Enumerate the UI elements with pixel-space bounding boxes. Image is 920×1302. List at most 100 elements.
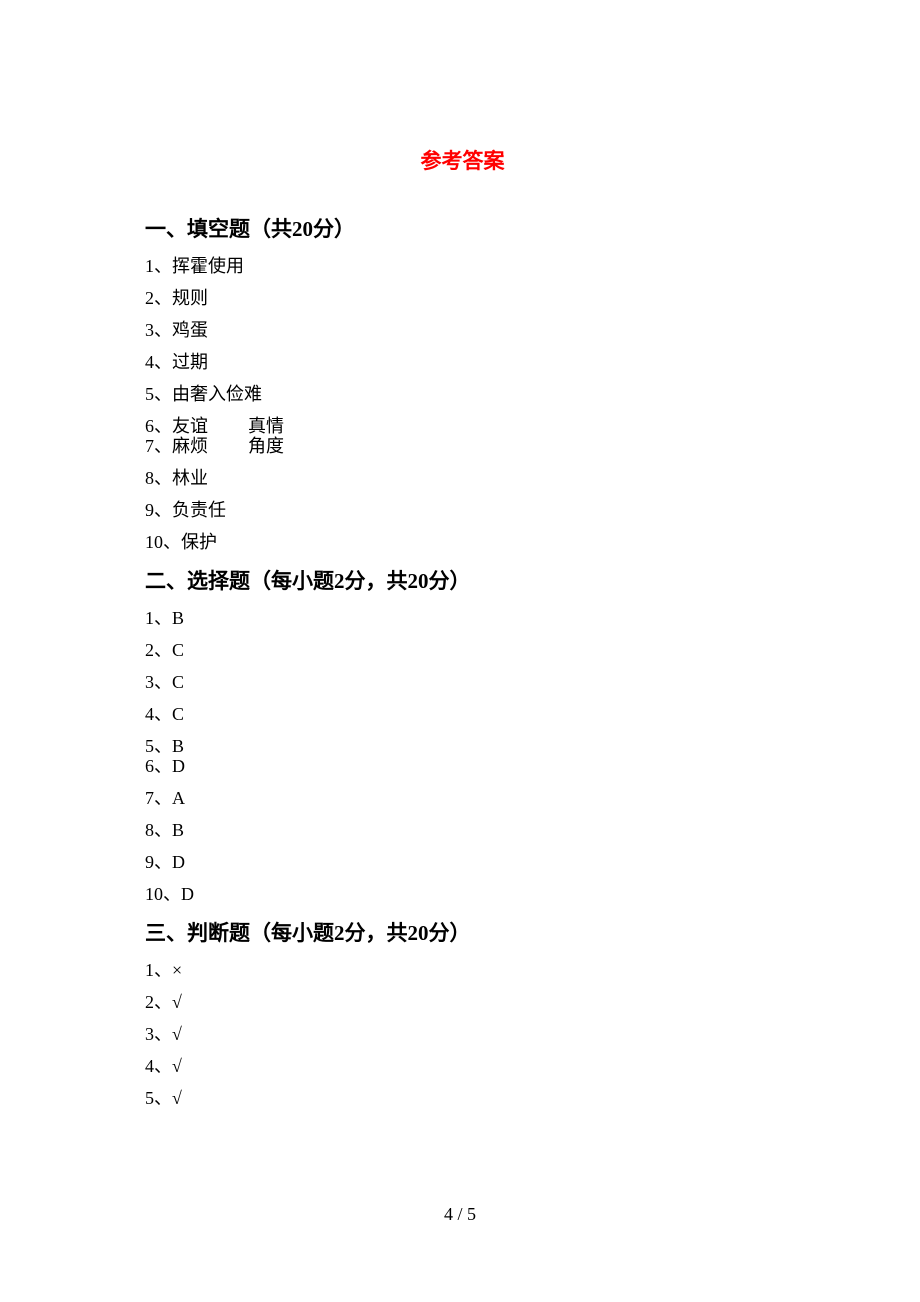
- separator: 、: [154, 501, 172, 519]
- answer-line: 3、√: [145, 1025, 780, 1043]
- answer-value: 负责任: [172, 501, 226, 519]
- answer-number: 8: [145, 469, 154, 487]
- answer-value: 鸡蛋: [172, 321, 208, 339]
- separator: 、: [154, 437, 172, 455]
- answer-number: 2: [145, 641, 154, 659]
- separator: 、: [154, 757, 172, 775]
- answer-number: 5: [145, 1089, 154, 1107]
- answer-value: B: [172, 821, 184, 839]
- separator: 、: [154, 385, 172, 403]
- answer-line: 4、过期: [145, 353, 780, 371]
- answer-number: 1: [145, 257, 154, 275]
- answer-value: 由奢入俭难: [172, 385, 262, 403]
- answer-value: C: [172, 641, 184, 659]
- separator: 、: [154, 673, 172, 691]
- answer-number: 2: [145, 993, 154, 1011]
- separator: 、: [154, 993, 172, 1011]
- answer-number: 8: [145, 821, 154, 839]
- answer-value: D: [172, 757, 185, 775]
- answer-value: D: [181, 885, 194, 903]
- answer-number: 4: [145, 353, 154, 371]
- answer-number: 5: [145, 737, 154, 755]
- separator: 、: [154, 469, 172, 487]
- answer-value-2: 真情: [248, 417, 284, 435]
- separator: 、: [154, 1025, 172, 1043]
- answer-line: 6、D: [145, 757, 780, 775]
- answer-value: C: [172, 705, 184, 723]
- answer-value: 友谊: [172, 417, 208, 435]
- separator: 、: [154, 853, 172, 871]
- answer-value: √: [172, 1025, 182, 1043]
- answer-number: 10: [145, 533, 163, 551]
- separator: 、: [154, 737, 172, 755]
- separator: 、: [154, 321, 172, 339]
- answer-line: 10、D: [145, 885, 780, 903]
- separator: 、: [163, 533, 181, 551]
- answer-line: 9、D: [145, 853, 780, 871]
- answer-number: 2: [145, 289, 154, 307]
- separator: 、: [154, 417, 172, 435]
- answer-number: 5: [145, 385, 154, 403]
- answer-line: 2、√: [145, 993, 780, 1011]
- answer-value-2: 角度: [248, 437, 284, 455]
- answer-value: A: [172, 789, 185, 807]
- answer-line: 5、√: [145, 1089, 780, 1107]
- answer-number: 3: [145, 1025, 154, 1043]
- answer-number: 4: [145, 705, 154, 723]
- document-page: 参考答案 一、填空题（共20分） 1、挥霍使用2、规则3、鸡蛋4、过期5、由奢入…: [0, 0, 920, 1107]
- separator: 、: [154, 257, 172, 275]
- answer-number: 10: [145, 885, 163, 903]
- separator: 、: [154, 961, 172, 979]
- separator: 、: [154, 609, 172, 627]
- section-3-answers: 1、×2、√3、√4、√5、√: [145, 961, 780, 1107]
- answer-value: 挥霍使用: [172, 257, 244, 275]
- answer-value: C: [172, 673, 184, 691]
- answer-value: 过期: [172, 353, 208, 371]
- answer-value: 林业: [172, 469, 208, 487]
- answer-line: 8、B: [145, 821, 780, 839]
- answer-number: 4: [145, 1057, 154, 1075]
- answer-number: 1: [145, 609, 154, 627]
- answer-line: 3、鸡蛋: [145, 321, 780, 339]
- answer-line: 5、由奢入俭难: [145, 385, 780, 403]
- section-3-heading: 三、判断题（每小题2分，共20分）: [145, 917, 780, 947]
- answer-number: 7: [145, 437, 154, 455]
- separator: 、: [154, 821, 172, 839]
- separator: 、: [154, 353, 172, 371]
- answer-line: 4、√: [145, 1057, 780, 1075]
- answer-value: D: [172, 853, 185, 871]
- separator: 、: [154, 289, 172, 307]
- separator: 、: [163, 885, 181, 903]
- answer-number: 9: [145, 853, 154, 871]
- answer-line: 4、C: [145, 705, 780, 723]
- answer-line: 7、A: [145, 789, 780, 807]
- separator: 、: [154, 641, 172, 659]
- answer-value: √: [172, 1089, 182, 1107]
- answer-line: 9、负责任: [145, 501, 780, 519]
- page-number: 4 / 5: [0, 1204, 920, 1225]
- answer-line: 1、B: [145, 609, 780, 627]
- answer-number: 3: [145, 321, 154, 339]
- separator: 、: [154, 1057, 172, 1075]
- section-1-answers: 1、挥霍使用2、规则3、鸡蛋4、过期5、由奢入俭难6、友谊真情7、麻烦角度8、林…: [145, 257, 780, 551]
- answer-number: 9: [145, 501, 154, 519]
- answer-number: 7: [145, 789, 154, 807]
- answer-line: 7、麻烦 角度: [145, 437, 780, 455]
- answer-number: 1: [145, 961, 154, 979]
- answer-line: 10、保护: [145, 533, 780, 551]
- section-2-heading: 二、选择题（每小题2分，共20分）: [145, 565, 780, 595]
- section-2-answers: 1、B2、C3、C4、C5、B6、D7、A8、B9、D10、D: [145, 609, 780, 903]
- answer-value: B: [172, 737, 184, 755]
- answer-line: 2、规则: [145, 289, 780, 307]
- page-title: 参考答案: [145, 145, 780, 175]
- answer-number: 6: [145, 757, 154, 775]
- answer-line: 8、林业: [145, 469, 780, 487]
- answer-line: 1、×: [145, 961, 780, 979]
- section-1-heading: 一、填空题（共20分）: [145, 213, 780, 243]
- answer-value: B: [172, 609, 184, 627]
- answer-line: 1、挥霍使用: [145, 257, 780, 275]
- answer-value: 保护: [181, 533, 217, 551]
- answer-value: 麻烦: [172, 437, 208, 455]
- answer-number: 3: [145, 673, 154, 691]
- answer-number: 6: [145, 417, 154, 435]
